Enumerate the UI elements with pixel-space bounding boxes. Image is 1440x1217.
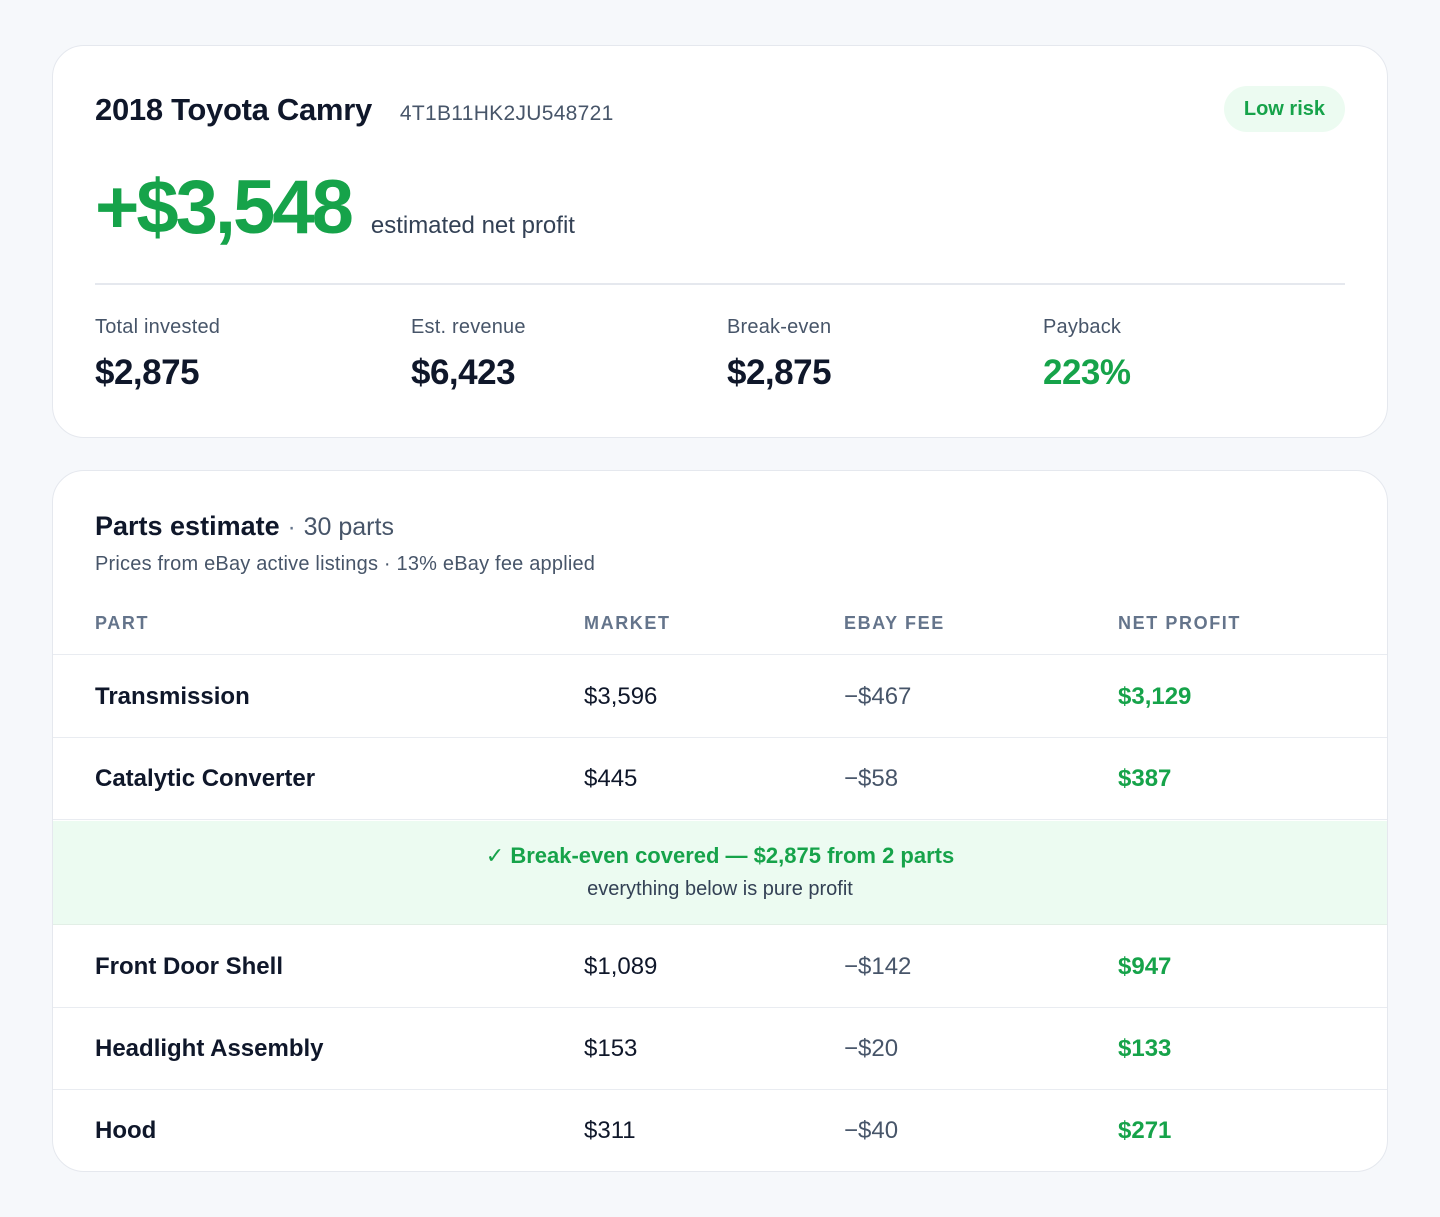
break-even-banner: ✓ Break-even covered — $2,875 from 2 par… [53, 821, 1387, 925]
column-header-part: PART [95, 613, 150, 633]
stat-label: Break-even [727, 316, 832, 338]
parts-header: Parts estimate · 30 parts [95, 511, 394, 542]
table-header: PART MARKET EBAY FEE NET PROFIT [53, 601, 1387, 655]
net-profit-label: estimated net profit [370, 212, 575, 239]
part-name: Catalytic Converter [95, 765, 316, 792]
stat-break-even: Break-even $2,875 [727, 316, 832, 393]
stat-value: 223% [1043, 353, 1131, 392]
net-profit: $387 [1118, 765, 1172, 792]
table-row[interactable]: Headlight Assembly $153 −$20 $133 [53, 1008, 1387, 1090]
break-even-note: everything below is pure profit [587, 878, 853, 900]
net-profit-block: +$3,548 estimated net profit [95, 164, 575, 251]
vehicle-title: 2018 Toyota Camry [95, 92, 372, 127]
market-price: $445 [584, 765, 638, 792]
net-profit: $271 [1118, 1117, 1172, 1144]
stat-total-invested: Total invested $2,875 [95, 316, 220, 393]
vehicle-summary-card: 2018 Toyota Camry 4T1B11HK2JU548721 Low … [52, 45, 1388, 438]
net-profit-value: +$3,548 [95, 165, 354, 250]
risk-badge: Low risk [1223, 86, 1345, 132]
stat-payback: Payback 223% [1043, 316, 1131, 393]
stat-value: $2,875 [95, 353, 200, 392]
market-price: $1,089 [584, 953, 658, 980]
summary-divider [95, 283, 1345, 285]
table-row[interactable]: Front Door Shell $1,089 −$142 $947 [53, 926, 1387, 1008]
break-even-headline: ✓ Break-even covered — $2,875 from 2 par… [485, 843, 955, 868]
parts-title: Parts estimate [95, 511, 280, 541]
part-name: Headlight Assembly [95, 1035, 324, 1062]
parts-estimate-card: Parts estimate · 30 parts Prices from eB… [52, 470, 1388, 1172]
stats-row: Total invested $2,875 Est. revenue $6,42… [95, 316, 1359, 406]
part-name: Front Door Shell [95, 953, 283, 980]
vehicle-header: 2018 Toyota Camry 4T1B11HK2JU548721 [95, 92, 614, 128]
stat-value: $2,875 [727, 353, 832, 392]
table-row[interactable]: Transmission $3,596 −$467 $3,129 [53, 656, 1387, 738]
parts-count: 30 parts [303, 513, 394, 541]
part-name: Hood [95, 1117, 157, 1144]
table-row[interactable]: Hood $311 −$40 $271 [53, 1090, 1387, 1171]
part-name: Transmission [95, 683, 250, 710]
ebay-fee: −$142 [844, 953, 912, 980]
ebay-fee: −$20 [844, 1035, 899, 1062]
ebay-fee: −$58 [844, 765, 899, 792]
column-header-market: MARKET [584, 613, 671, 633]
net-profit: $133 [1118, 1035, 1172, 1062]
column-header-net-profit: NET PROFIT [1118, 613, 1241, 633]
parts-subtitle: Prices from eBay active listings · 13% e… [95, 553, 596, 575]
net-profit: $947 [1118, 953, 1172, 980]
column-header-ebay-fee: EBAY FEE [844, 613, 945, 633]
stat-label: Total invested [95, 316, 221, 338]
stat-value: $6,423 [411, 353, 516, 392]
market-price: $311 [584, 1117, 636, 1144]
stat-label: Payback [1043, 316, 1122, 338]
net-profit: $3,129 [1118, 683, 1192, 710]
stat-est-revenue: Est. revenue $6,423 [411, 316, 526, 393]
market-price: $153 [584, 1035, 638, 1062]
ebay-fee: −$467 [844, 683, 912, 710]
vin-number: 4T1B11HK2JU548721 [399, 102, 614, 125]
title-separator: · [287, 514, 296, 541]
ebay-fee: −$40 [844, 1117, 899, 1144]
market-price: $3,596 [584, 683, 658, 710]
table-row[interactable]: Catalytic Converter $445 −$58 $387 [53, 738, 1387, 820]
stat-label: Est. revenue [411, 316, 526, 338]
